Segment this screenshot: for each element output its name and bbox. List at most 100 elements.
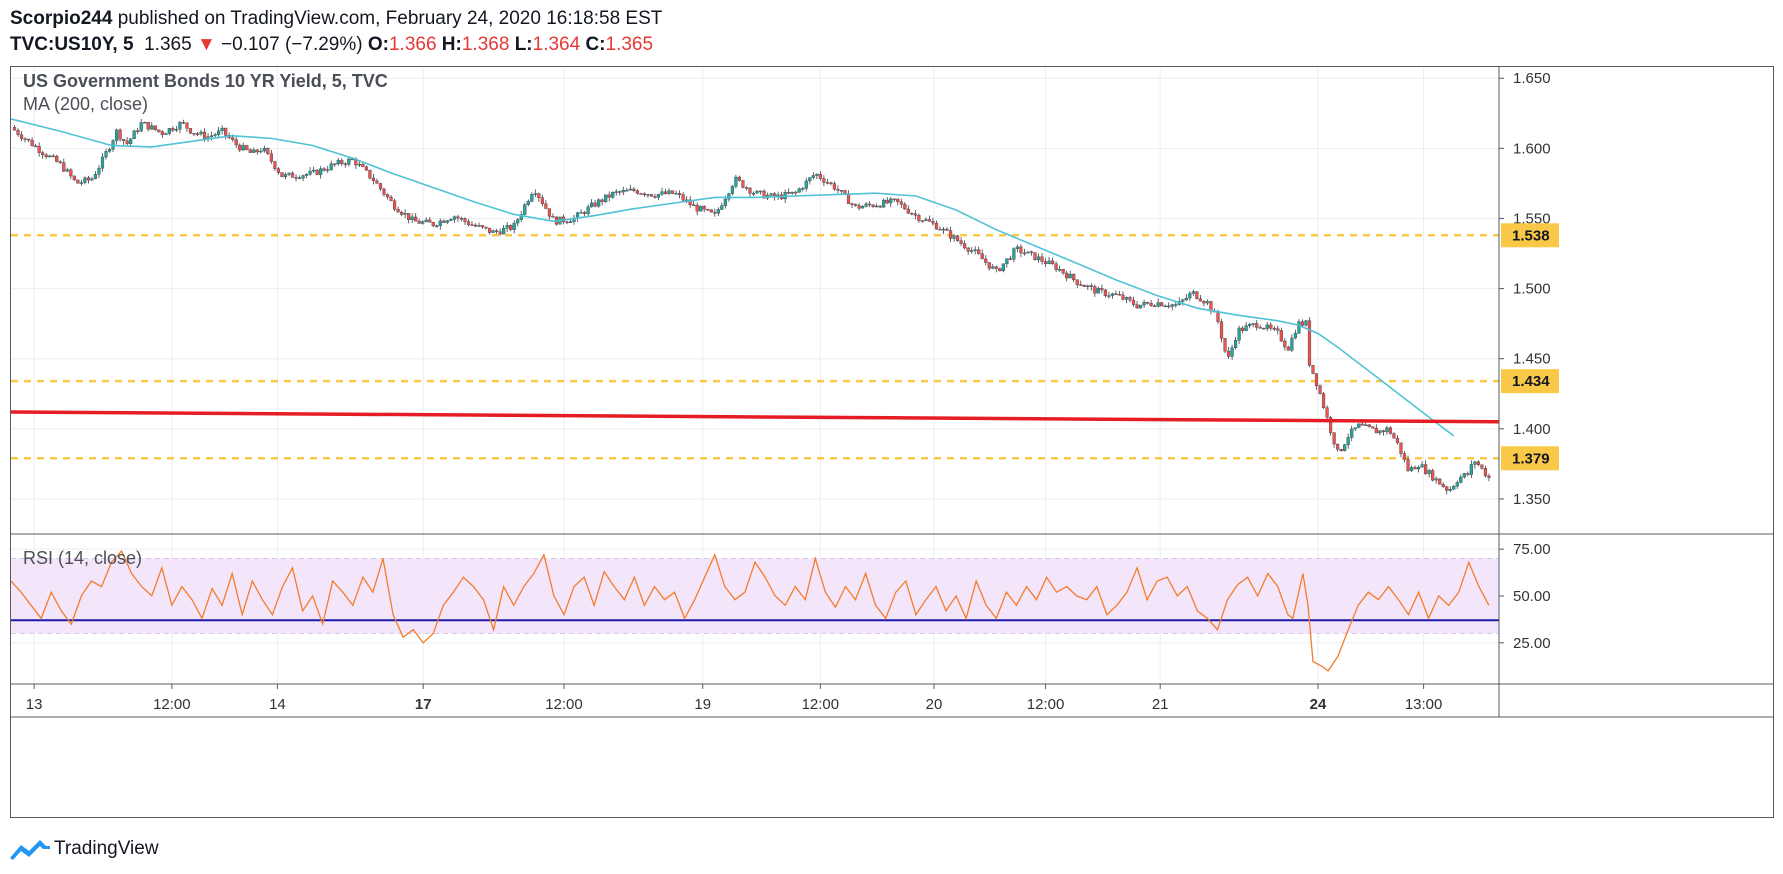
price-change: −0.107 (−7.29%) xyxy=(221,34,363,55)
candle-body xyxy=(1167,305,1171,308)
candle-body xyxy=(720,205,724,210)
price-tick-label: 1.600 xyxy=(1513,140,1551,157)
candle-body xyxy=(889,198,893,204)
candle-body xyxy=(801,188,805,190)
chart-canvas[interactable]: 1.350 1.400 1.450 1.500 1.550 1.600 1.650 25.0… xyxy=(11,67,1773,817)
candle-body xyxy=(945,228,949,231)
candle-body xyxy=(217,130,221,135)
candle-body xyxy=(1469,464,1473,475)
price-tick-label: 1.400 xyxy=(1513,421,1551,438)
down-arrow-icon: ▼ xyxy=(196,34,216,55)
candle-body xyxy=(224,127,228,136)
candle-body xyxy=(26,138,31,141)
candle-body xyxy=(199,131,203,135)
candle-body xyxy=(1311,365,1315,374)
candle-body xyxy=(695,204,699,212)
brand-name[interactable]: TradingView xyxy=(54,838,159,859)
candle-body xyxy=(1142,301,1146,306)
price-axis[interactable]: 1.350 1.400 1.450 1.500 1.550 1.600 1.650 xyxy=(1499,70,1551,508)
candle-body xyxy=(1079,284,1083,286)
candle-body xyxy=(262,148,266,152)
candle-body xyxy=(632,188,636,191)
candle-body xyxy=(836,189,840,191)
candle-body xyxy=(853,203,858,206)
candle-body xyxy=(941,228,946,231)
candle-body xyxy=(171,128,175,131)
candle-body xyxy=(1019,246,1023,254)
candle-body xyxy=(1307,320,1312,366)
candle-body xyxy=(167,128,171,134)
candle-body xyxy=(97,167,101,175)
candle-body xyxy=(537,193,541,198)
candle-body xyxy=(304,173,309,176)
candle-body xyxy=(966,247,970,252)
candle-body xyxy=(1103,289,1107,296)
time-tick-label: 12:00 xyxy=(1027,696,1065,713)
candle-body xyxy=(164,133,168,135)
time-tick-label: 12:00 xyxy=(545,696,583,713)
candle-body xyxy=(1332,432,1336,445)
candle-body xyxy=(540,197,544,204)
ma-indicator-label[interactable]: MA (200, close) xyxy=(23,94,148,114)
time-axis[interactable]: 13 12:00 14 17 12:00 19 12:00 20 12:00 21 24 13:00 xyxy=(26,684,1443,713)
main-chart-title[interactable]: US Government Bonds 10 YR Yield, 5, TVC xyxy=(23,71,388,91)
candle-body xyxy=(129,138,133,144)
rsi-indicator-label[interactable]: RSI (14, close) xyxy=(23,548,142,568)
candle-body xyxy=(656,194,661,198)
candle-body xyxy=(69,169,73,177)
candle-body xyxy=(143,122,147,124)
candle-body xyxy=(1378,430,1382,434)
candle-body xyxy=(1420,464,1424,468)
candle-body xyxy=(1321,393,1326,409)
candle-body xyxy=(1350,428,1354,438)
candle-body xyxy=(1072,273,1076,280)
candle-body xyxy=(114,129,119,141)
candle-body xyxy=(882,199,886,208)
candle-body xyxy=(41,152,45,156)
chart-frame[interactable]: 1.350 1.400 1.450 1.500 1.550 1.600 1.650 25.0… xyxy=(10,66,1774,818)
candle-body xyxy=(1374,427,1378,434)
candle-body xyxy=(23,138,27,140)
candle-body xyxy=(1138,304,1143,309)
candle-body xyxy=(1336,443,1340,450)
candle-body xyxy=(188,128,193,134)
candle-body xyxy=(1314,373,1319,386)
candle-body xyxy=(706,209,710,211)
candle-body xyxy=(927,219,932,222)
rsi-axis[interactable]: 25.00 50.00 75.00 xyxy=(1499,541,1551,652)
publish-line: Scorpio244 published on TradingView.com,… xyxy=(10,6,1770,32)
candle-body xyxy=(1466,473,1470,475)
candle-body xyxy=(1160,302,1164,307)
candle-body xyxy=(301,175,305,179)
candle-body xyxy=(628,188,632,191)
author-name[interactable]: Scorpio244 xyxy=(10,8,113,29)
candle-body xyxy=(122,139,126,141)
candle-body xyxy=(625,189,629,192)
candle-body xyxy=(385,194,390,198)
candle-body xyxy=(378,183,383,190)
candle-body xyxy=(1258,327,1262,329)
candle-body xyxy=(1198,298,1202,302)
footer: TradingView xyxy=(10,834,159,864)
candle-body xyxy=(804,180,808,189)
candle-body xyxy=(1293,333,1298,339)
trend-line[interactable] xyxy=(11,410,1500,424)
low-label: L: xyxy=(514,34,533,55)
tradingview-logo-icon[interactable] xyxy=(10,838,50,860)
candle-body xyxy=(1226,350,1231,357)
candle-body xyxy=(375,180,379,184)
candle-body xyxy=(653,196,657,198)
candle-body xyxy=(150,125,154,130)
price-tag-bg xyxy=(1501,446,1559,471)
candle-body xyxy=(512,222,516,230)
candle-body xyxy=(621,189,625,193)
candle-body xyxy=(868,203,872,206)
candle-body xyxy=(1455,482,1459,487)
candle-body xyxy=(456,216,460,219)
candle-body xyxy=(269,153,273,162)
time-tick-label: 17 xyxy=(415,696,432,713)
candle-body xyxy=(1431,470,1435,481)
candle-body xyxy=(688,199,692,206)
rsi-tick-label: 75.00 xyxy=(1513,541,1551,558)
candle-body xyxy=(1005,258,1009,265)
